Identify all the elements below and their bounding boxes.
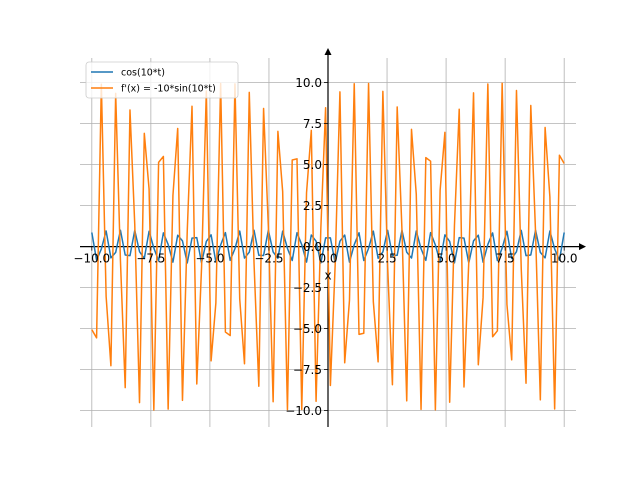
x-axis-arrow-icon xyxy=(579,243,586,251)
y-tick-label: 2.5 xyxy=(303,199,322,213)
ticks: −10.0 −7.5 −5.0 −2.5 0.0 2.5 5.0 7.5 10.0 −10.0 −7… xyxy=(73,76,577,418)
x-tick-label: −7.5 xyxy=(136,252,165,266)
y-axis-arrow-icon xyxy=(324,48,332,55)
y-tick-label: −7.5 xyxy=(293,363,322,377)
x-axis-label: x xyxy=(324,269,331,283)
legend-box xyxy=(85,61,239,99)
axes xyxy=(80,48,586,427)
x-tick-label: 2.5 xyxy=(378,252,397,266)
legend-label-1: cos(10*t) xyxy=(121,68,165,79)
y-tick-label: −5.0 xyxy=(293,322,322,336)
legend-label-2: f'(x) = -10*sin(10*t) xyxy=(121,84,216,95)
x-tick-label: 5.0 xyxy=(437,252,456,266)
y-tick-label: 0.0 xyxy=(303,240,322,254)
y-tick-label: 5.0 xyxy=(303,158,322,172)
legend: cos(10*t) f'(x) = -10*sin(10*t) xyxy=(85,61,239,99)
x-tick-label: 10.0 xyxy=(551,252,578,266)
y-tick-label: −10.0 xyxy=(285,404,322,418)
y-tick-label: 7.5 xyxy=(303,117,322,131)
y-tick-label: −2.5 xyxy=(293,281,322,295)
x-tick-label: −5.0 xyxy=(195,252,224,266)
x-tick-label: 0.0 xyxy=(318,252,337,266)
x-tick-label: 7.5 xyxy=(496,252,515,266)
x-tick-label: −2.5 xyxy=(254,252,283,266)
y-tick-label: 10.0 xyxy=(295,76,322,90)
x-tick-label: −10.0 xyxy=(73,252,110,266)
